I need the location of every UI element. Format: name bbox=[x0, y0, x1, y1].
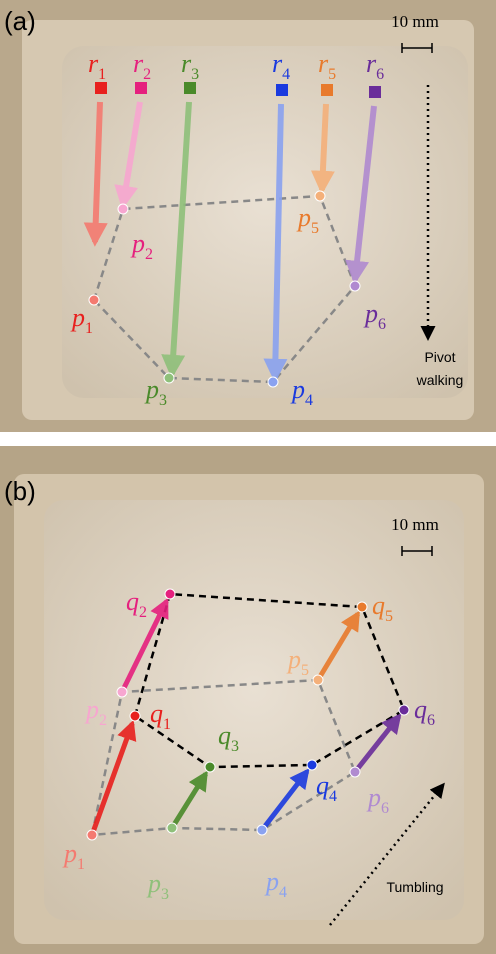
point bbox=[268, 377, 278, 387]
trajectory-arrow bbox=[322, 104, 326, 190]
page: {"panels": [ {"label": "(a)", "scale": "… bbox=[0, 0, 496, 954]
label-subscript: 2 bbox=[99, 712, 107, 729]
label-subscript: 6 bbox=[378, 316, 386, 333]
label-base: p bbox=[144, 375, 159, 404]
label-subscript: 5 bbox=[301, 662, 309, 679]
point bbox=[167, 823, 177, 833]
point bbox=[307, 760, 317, 770]
label-subscript: 3 bbox=[159, 392, 167, 409]
start-marker bbox=[321, 84, 333, 96]
label-subscript: 4 bbox=[282, 66, 290, 83]
label-subscript: 4 bbox=[305, 392, 313, 409]
point bbox=[117, 687, 127, 697]
label-base: q bbox=[316, 771, 329, 800]
label-subscript: 2 bbox=[145, 246, 153, 263]
label-subscript: 1 bbox=[163, 716, 171, 733]
start-marker bbox=[95, 82, 107, 94]
label-subscript: 1 bbox=[98, 66, 106, 83]
point bbox=[315, 191, 325, 201]
figure: (a)10 mmr1p1r2p2r3p3r4p4r5p5r6p6Pivotwal… bbox=[0, 0, 496, 954]
label-subscript: 6 bbox=[376, 66, 384, 83]
panel-label: (b) bbox=[4, 476, 36, 506]
label-subscript: 2 bbox=[143, 66, 151, 83]
point bbox=[313, 675, 323, 685]
label-base: p bbox=[264, 867, 279, 896]
label-base: p bbox=[366, 783, 381, 812]
label-base: q bbox=[218, 721, 231, 750]
point bbox=[165, 589, 175, 599]
panel-a-photo bbox=[0, 0, 496, 432]
point bbox=[350, 767, 360, 777]
label-base: p bbox=[130, 229, 145, 258]
point bbox=[257, 825, 267, 835]
panel-label: (a) bbox=[4, 6, 36, 36]
point bbox=[164, 373, 174, 383]
label-subscript: 3 bbox=[231, 738, 239, 755]
point bbox=[118, 204, 128, 214]
label-subscript: 5 bbox=[385, 608, 393, 625]
label-base: p bbox=[84, 695, 99, 724]
label-subscript: 4 bbox=[329, 788, 337, 805]
label-base: q bbox=[372, 591, 385, 620]
point bbox=[399, 705, 409, 715]
label-subscript: 2 bbox=[139, 604, 147, 621]
start-marker bbox=[135, 82, 147, 94]
caption: Pivot bbox=[424, 349, 455, 365]
point bbox=[87, 830, 97, 840]
label-base: p bbox=[62, 839, 77, 868]
label-base: q bbox=[414, 695, 427, 724]
label-base: p bbox=[70, 303, 85, 332]
label-subscript: 5 bbox=[328, 66, 336, 83]
label-subscript: 1 bbox=[85, 320, 93, 337]
scale-label: 10 mm bbox=[391, 515, 439, 534]
label-base: p bbox=[290, 375, 305, 404]
label-subscript: 5 bbox=[311, 220, 319, 237]
start-marker bbox=[276, 84, 288, 96]
label-base: p bbox=[296, 203, 311, 232]
label-subscript: 3 bbox=[161, 886, 169, 903]
label-base: p bbox=[286, 645, 301, 674]
label-subscript: 1 bbox=[77, 856, 85, 873]
point bbox=[350, 281, 360, 291]
start-marker bbox=[184, 82, 196, 94]
label-subscript: 6 bbox=[381, 800, 389, 817]
point bbox=[130, 711, 140, 721]
scale-label: 10 mm bbox=[391, 12, 439, 31]
point bbox=[89, 295, 99, 305]
caption: Tumbling bbox=[386, 879, 443, 895]
label-base: q bbox=[126, 587, 139, 616]
label-subscript: 4 bbox=[279, 884, 287, 901]
point bbox=[357, 602, 367, 612]
label-subscript: 3 bbox=[191, 66, 199, 83]
label-base: p bbox=[146, 869, 161, 898]
point bbox=[205, 762, 215, 772]
label-base: q bbox=[150, 699, 163, 728]
caption: walking bbox=[416, 372, 464, 388]
start-marker bbox=[369, 86, 381, 98]
label-base: p bbox=[363, 299, 378, 328]
label-subscript: 6 bbox=[427, 712, 435, 729]
